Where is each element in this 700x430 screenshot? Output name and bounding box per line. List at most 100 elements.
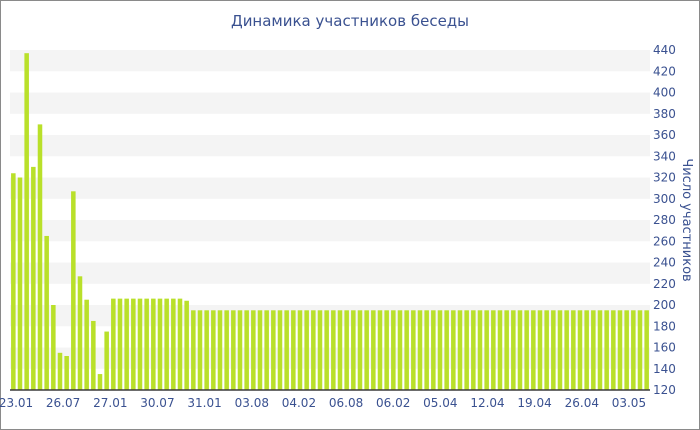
- bar: [544, 310, 549, 390]
- bar: [604, 310, 609, 390]
- bar: [631, 310, 636, 390]
- bar: [551, 310, 556, 390]
- bar: [104, 331, 109, 390]
- bar: [591, 310, 596, 390]
- y-tick-label: 340: [653, 149, 676, 163]
- bar: [477, 310, 483, 390]
- bar: [584, 310, 589, 390]
- bar: [11, 173, 16, 390]
- bar: [64, 356, 69, 390]
- bar: [271, 310, 276, 390]
- bar: [504, 310, 509, 390]
- bar: [317, 310, 323, 390]
- bar: [517, 310, 523, 390]
- x-tick-label: 30.07: [140, 396, 174, 410]
- bar: [184, 300, 189, 390]
- bar: [471, 310, 476, 390]
- grid-band: [10, 305, 650, 327]
- grid-band: [10, 92, 650, 114]
- bar: [371, 310, 376, 390]
- bar: [284, 310, 289, 390]
- bar: [297, 310, 303, 390]
- bar: [277, 310, 283, 390]
- bar: [251, 310, 256, 390]
- bar: [457, 310, 463, 390]
- y-tick-label: 120: [653, 383, 676, 397]
- y-tick-label: 420: [653, 64, 676, 78]
- grid-bands: [10, 50, 650, 369]
- chart-title: Динамика участников беседы: [230, 12, 470, 30]
- bar: [357, 310, 363, 390]
- bar: [597, 310, 603, 390]
- bar: [424, 310, 429, 390]
- y-tick-label: 440: [653, 43, 676, 57]
- y-tick-label: 260: [653, 234, 676, 248]
- bar: [344, 310, 349, 390]
- bar: [171, 298, 176, 391]
- bar: [44, 235, 49, 390]
- x-tick-label: 03.08: [235, 396, 269, 410]
- x-tick-label: 06.08: [329, 396, 363, 410]
- bar: [351, 310, 356, 390]
- bar: [304, 310, 309, 390]
- bar: [637, 310, 643, 390]
- bar: [224, 310, 229, 390]
- bar: [417, 310, 423, 390]
- bar: [364, 310, 369, 390]
- bar: [291, 310, 296, 390]
- x-tick-labels: 23.01 26.07 27.01 30.07 31.01 03.08 04.02 06.08…: [0, 396, 646, 410]
- x-tick-label: 26.07: [46, 396, 80, 410]
- bar: [331, 310, 336, 390]
- bar: [404, 310, 409, 390]
- bar: [97, 374, 103, 390]
- y-tick-label: 380: [653, 107, 676, 121]
- bar: [557, 310, 563, 390]
- bar: [144, 298, 149, 391]
- grid-band: [10, 135, 650, 157]
- grid-band: [10, 220, 650, 242]
- bar: [531, 310, 536, 390]
- bar: [77, 276, 83, 390]
- bar: [131, 298, 136, 391]
- bar: [624, 310, 629, 390]
- bar: [391, 310, 396, 390]
- bar: [611, 310, 616, 390]
- y-tick-label: 200: [653, 298, 676, 312]
- bar: [151, 298, 156, 391]
- bar: [431, 310, 436, 390]
- bar: [464, 310, 469, 390]
- x-tick-label: 12.04: [470, 396, 504, 410]
- grid-band: [10, 50, 650, 72]
- y-tick-label: 220: [653, 277, 676, 291]
- bar: [497, 310, 503, 390]
- bar: [384, 310, 389, 390]
- bar: [137, 298, 143, 391]
- x-tick-label: 23.01: [0, 396, 33, 410]
- bar: [51, 305, 56, 390]
- bar: [524, 310, 529, 390]
- bar: [437, 310, 443, 390]
- bar: [491, 310, 496, 390]
- bar: [511, 310, 516, 390]
- bar: [191, 310, 196, 390]
- bar: [204, 310, 209, 390]
- grid-band: [10, 177, 650, 199]
- y-tick-label: 140: [653, 362, 676, 376]
- bar: [17, 177, 23, 390]
- bar: [111, 298, 116, 391]
- bar: [337, 310, 343, 390]
- bar: [24, 53, 29, 390]
- bar: [84, 299, 89, 390]
- grid-band: [10, 262, 650, 284]
- bar: [91, 320, 96, 390]
- bar: [157, 298, 163, 391]
- x-tick-label: 19.04: [517, 396, 551, 410]
- bar: [257, 310, 263, 390]
- bar: [444, 310, 449, 390]
- bar: [377, 310, 383, 390]
- y-tick-label: 360: [653, 128, 676, 142]
- x-tick-label: 05.04: [423, 396, 457, 410]
- y-tick-label: 400: [653, 86, 676, 100]
- bar: [411, 310, 416, 390]
